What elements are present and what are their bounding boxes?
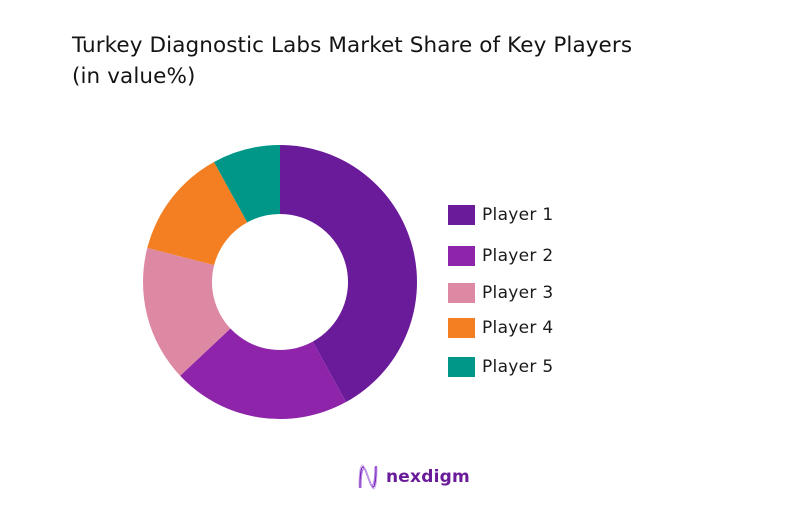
donut-slice-player-3	[143, 247, 231, 376]
legend-swatch-player-1	[448, 205, 475, 225]
legend-label: Player 5	[482, 357, 554, 377]
chart-title: Turkey Diagnostic Labs Market Share of K…	[72, 30, 772, 92]
chart-title-line-2: (in value%)	[72, 64, 196, 89]
legend-label: Player 2	[482, 246, 554, 266]
legend-swatch-player-4	[448, 318, 475, 338]
legend-label: Player 1	[482, 205, 554, 225]
logo-text: nexdigm	[386, 467, 470, 487]
chart-title-line-1: Turkey Diagnostic Labs Market Share of K…	[72, 33, 633, 58]
donut-slice-player-5	[213, 145, 280, 223]
legend-item-player-4: Player 4	[448, 318, 554, 338]
donut-slice-player-1	[280, 145, 417, 403]
nexdigm-wave-icon	[358, 464, 378, 490]
legend-swatch-player-5	[448, 357, 475, 377]
donut-slice-player-2	[180, 328, 347, 419]
legend-swatch-player-3	[448, 283, 475, 303]
legend-swatch-player-2	[448, 246, 475, 266]
nexdigm-logo: nexdigm	[358, 464, 470, 490]
legend-item-player-2: Player 2	[448, 246, 554, 266]
legend-label: Player 4	[482, 318, 554, 338]
legend-item-player-5: Player 5	[448, 357, 554, 377]
legend-item-player-3: Player 3	[448, 283, 554, 303]
legend-item-player-1: Player 1	[448, 205, 554, 225]
legend-label: Player 3	[482, 283, 554, 303]
donut-slice-player-4	[147, 161, 248, 266]
